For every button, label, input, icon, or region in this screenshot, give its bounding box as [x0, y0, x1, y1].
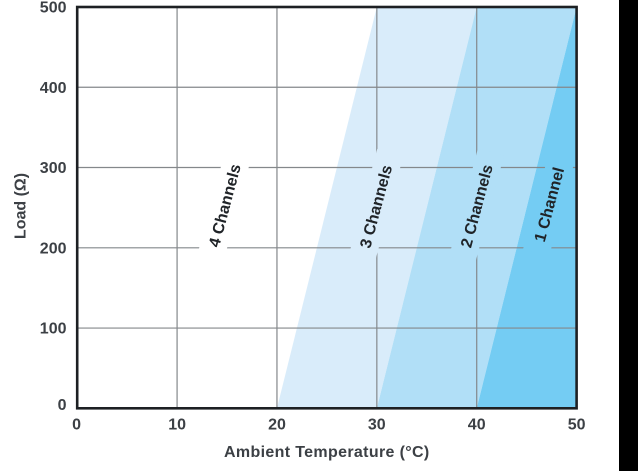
svg-text:40: 40 — [468, 417, 486, 434]
svg-text:100: 100 — [40, 321, 67, 338]
svg-text:Load (Ω): Load (Ω) — [13, 173, 30, 239]
svg-text:20: 20 — [268, 417, 286, 434]
svg-text:0: 0 — [58, 397, 67, 414]
svg-text:200: 200 — [40, 240, 67, 257]
svg-text:0: 0 — [72, 417, 81, 434]
svg-text:50: 50 — [568, 417, 586, 434]
svg-text:500: 500 — [40, 0, 67, 17]
svg-text:300: 300 — [40, 160, 67, 177]
svg-text:10: 10 — [168, 417, 186, 434]
svg-text:400: 400 — [40, 80, 67, 97]
svg-text:30: 30 — [368, 417, 386, 434]
svg-text:Ambient Temperature (°C): Ambient Temperature (°C) — [224, 444, 430, 461]
